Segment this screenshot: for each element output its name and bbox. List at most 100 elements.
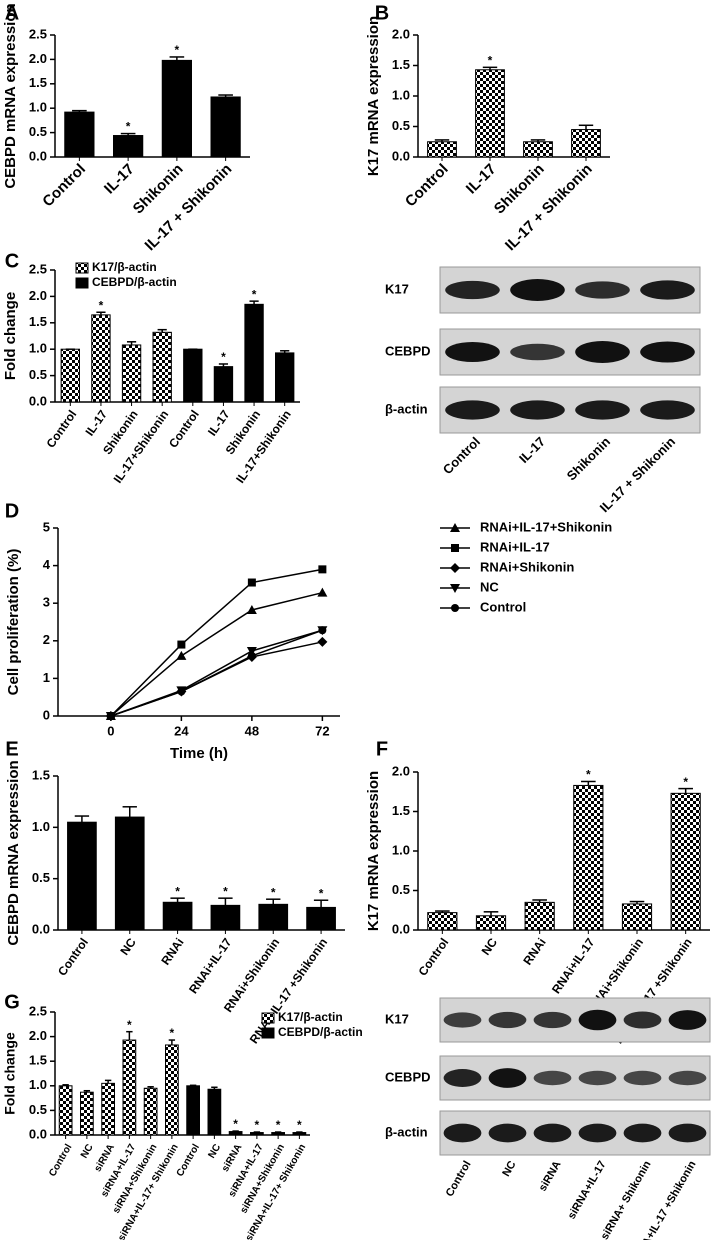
- error-bar: [120, 132, 136, 136]
- line: [110, 591, 323, 717]
- y-axis-label: CEBPD mRNA expression: [5, 760, 22, 945]
- x-tick-label: IL-17+Shikonin: [111, 408, 172, 486]
- x-tick-label: IL-17 + Shikonin: [142, 161, 236, 255]
- y-tick-label: 1.5: [29, 1053, 47, 1068]
- panel-label: C: [5, 250, 19, 272]
- marker: [317, 636, 328, 647]
- marker: [451, 604, 459, 612]
- significance-star: *: [221, 350, 226, 364]
- marker: [177, 687, 186, 696]
- y-tick-label: 5: [43, 519, 50, 534]
- x-tick-label: IL-17: [101, 161, 138, 198]
- y-axis-label: Fold change: [2, 292, 19, 380]
- significance-star: *: [175, 43, 180, 57]
- blot-lane-label: Control: [440, 434, 483, 477]
- blot-panel: [439, 1110, 711, 1156]
- y-tick-label: 2.5: [29, 26, 47, 41]
- error-bar: [218, 94, 233, 97]
- x-tick-label: NC: [117, 935, 139, 958]
- blot-band: [533, 1011, 572, 1029]
- bar: [121, 344, 142, 403]
- error-bar: [62, 1084, 69, 1086]
- blot-band: [510, 279, 565, 301]
- x-tick-label: Control: [55, 936, 91, 979]
- bar: [210, 904, 241, 931]
- line: [110, 629, 323, 717]
- significance-star: *: [233, 1117, 238, 1131]
- x-tick-label: 48: [245, 723, 259, 738]
- y-tick-label: 1: [43, 670, 50, 685]
- blot-band: [443, 1123, 482, 1143]
- legend-swatch: [261, 1027, 275, 1039]
- y-tick-label: 1.5: [29, 75, 47, 90]
- y-tick-label: 0.0: [32, 921, 50, 936]
- blot-band: [488, 1068, 527, 1088]
- bar: [475, 69, 505, 158]
- bar: [210, 96, 241, 158]
- blot-band: [488, 1011, 527, 1029]
- marker: [451, 544, 459, 552]
- y-tick-label: 1.0: [32, 819, 50, 834]
- x-tick-label: IL-17 + Shikonin: [502, 161, 596, 255]
- significance-star: *: [170, 1026, 175, 1040]
- y-axis-label: CEBPD mRNA expression: [2, 3, 19, 188]
- x-tick-label: IL-17: [82, 407, 110, 438]
- blot-band: [623, 1123, 662, 1143]
- bar: [91, 314, 111, 403]
- blot-band: [668, 1010, 707, 1030]
- x-tick-label: 24: [174, 723, 189, 738]
- x-tick-label: Control: [402, 161, 452, 211]
- x-axis-label: Time (h): [170, 745, 228, 762]
- legend-label: RNAi+IL-17+Shikonin: [480, 519, 612, 534]
- bar: [621, 903, 653, 931]
- bar: [228, 1131, 243, 1136]
- error-bar: [249, 300, 259, 305]
- blot-row-label: K17: [385, 1011, 409, 1026]
- x-tick-label: IL-17+Shikonin: [233, 408, 294, 486]
- y-tick-label: 1.5: [32, 767, 50, 782]
- error-bar: [126, 1030, 133, 1041]
- y-tick-label: 2.5: [29, 1003, 47, 1018]
- blot-lane-label: siRNA+IL-17: [566, 1159, 609, 1221]
- y-tick-label: 1.0: [392, 87, 410, 102]
- marker: [450, 563, 460, 573]
- significance-star: *: [175, 884, 180, 898]
- error-bar: [678, 787, 693, 794]
- error-bar: [168, 1039, 176, 1045]
- panel-label: G: [4, 991, 20, 1013]
- marker: [247, 651, 256, 660]
- legend-swatch: [261, 1012, 275, 1024]
- bar: [258, 903, 289, 931]
- significance-star: *: [126, 120, 131, 134]
- bar: [67, 821, 97, 931]
- x-tick-label: IL-17: [463, 161, 500, 198]
- bar: [80, 1091, 94, 1136]
- y-tick-label: 0.5: [29, 124, 47, 139]
- error-bar: [83, 1089, 91, 1093]
- marker: [246, 646, 257, 656]
- marker: [106, 712, 115, 720]
- blot-row-label: CEBPD: [385, 1069, 431, 1084]
- bar: [523, 141, 553, 158]
- bar: [152, 331, 172, 403]
- bar: [271, 1132, 285, 1136]
- bar: [162, 901, 193, 931]
- marker: [247, 578, 256, 587]
- y-tick-label: 1.5: [392, 57, 410, 72]
- error-bar: [96, 311, 106, 315]
- panel-label: F: [376, 738, 388, 760]
- y-tick-label: 2.0: [392, 26, 410, 41]
- error-bar: [581, 780, 596, 786]
- significance-star: *: [271, 885, 276, 899]
- error-bar: [104, 1079, 112, 1084]
- bar: [207, 1088, 222, 1136]
- significance-star: *: [319, 886, 324, 900]
- blot-band: [510, 400, 565, 420]
- blot-band: [510, 343, 565, 361]
- y-tick-label: 0.0: [29, 148, 47, 163]
- marker: [450, 523, 460, 532]
- y-tick-label: 0: [43, 707, 50, 722]
- blot-band: [488, 1123, 527, 1143]
- blot-band: [443, 1012, 482, 1028]
- bar: [524, 901, 555, 931]
